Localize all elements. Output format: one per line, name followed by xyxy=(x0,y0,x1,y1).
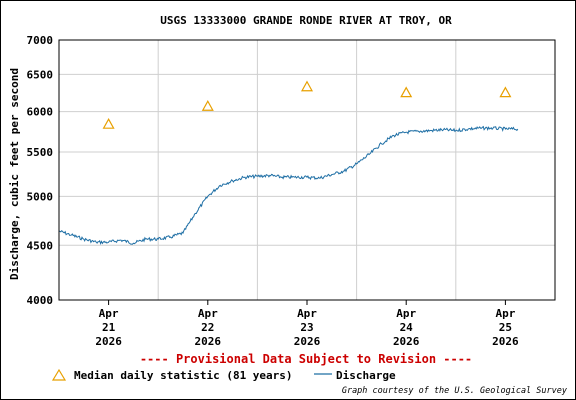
x-tick-label-year: 2026 xyxy=(195,335,222,348)
x-tick-label-year: 2026 xyxy=(294,335,321,348)
y-axis-ticks: 4000 4500 5000 5500 6000 6500 7000 xyxy=(27,34,54,307)
credit-text: Graph courtesy of the U.S. Geological Su… xyxy=(342,386,568,396)
grid-lines xyxy=(59,40,555,300)
x-axis-ticks: Apr212026Apr222026Apr232026Apr242026Apr2… xyxy=(95,300,519,348)
x-tick-label-day: 24 xyxy=(400,321,414,334)
x-tick-label-month: Apr xyxy=(396,307,416,320)
median-triangle-point xyxy=(300,80,314,92)
y-tick-label: 4000 xyxy=(27,294,54,307)
y-axis-label: Discharge, cubic feet per second xyxy=(8,68,21,280)
median-triangle-point xyxy=(499,86,512,98)
x-tick-label-day: 25 xyxy=(499,321,512,334)
series-layer xyxy=(58,80,519,246)
x-tick-label-month: Apr xyxy=(198,307,218,320)
chart-title: USGS 13333000 GRANDE RONDE RIVER AT TROY… xyxy=(160,14,452,27)
discharge-line xyxy=(58,125,519,246)
legend: Median daily statistic (81 years) Discha… xyxy=(51,368,396,382)
provisional-data-note: ---- Provisional Data Subject to Revisio… xyxy=(140,352,472,366)
y-tick-label: 6500 xyxy=(27,68,54,81)
y-tick-label: 6000 xyxy=(27,106,54,119)
median-triangle-point xyxy=(201,99,214,111)
legend-median-label: Median daily statistic (81 years) xyxy=(74,369,293,382)
x-tick-label-year: 2026 xyxy=(393,335,420,348)
x-tick-label-day: 22 xyxy=(201,321,214,334)
x-tick-label-day: 21 xyxy=(102,321,116,334)
legend-discharge-label: Discharge xyxy=(336,369,396,382)
median-triangle-point xyxy=(400,86,413,98)
y-tick-label: 7000 xyxy=(27,34,54,47)
x-tick-label-month: Apr xyxy=(495,307,515,320)
y-tick-label: 4500 xyxy=(27,239,54,252)
legend-median-triangle-icon xyxy=(51,368,67,381)
x-tick-label-day: 23 xyxy=(300,321,313,334)
x-tick-label-month: Apr xyxy=(99,307,119,320)
x-tick-label-year: 2026 xyxy=(95,335,122,348)
y-tick-label: 5500 xyxy=(27,146,54,159)
x-tick-label-month: Apr xyxy=(297,307,317,320)
plot-area-border xyxy=(58,39,556,301)
y-tick-label: 5000 xyxy=(27,190,54,203)
median-triangle-point xyxy=(102,117,115,129)
x-tick-label-year: 2026 xyxy=(492,335,519,348)
